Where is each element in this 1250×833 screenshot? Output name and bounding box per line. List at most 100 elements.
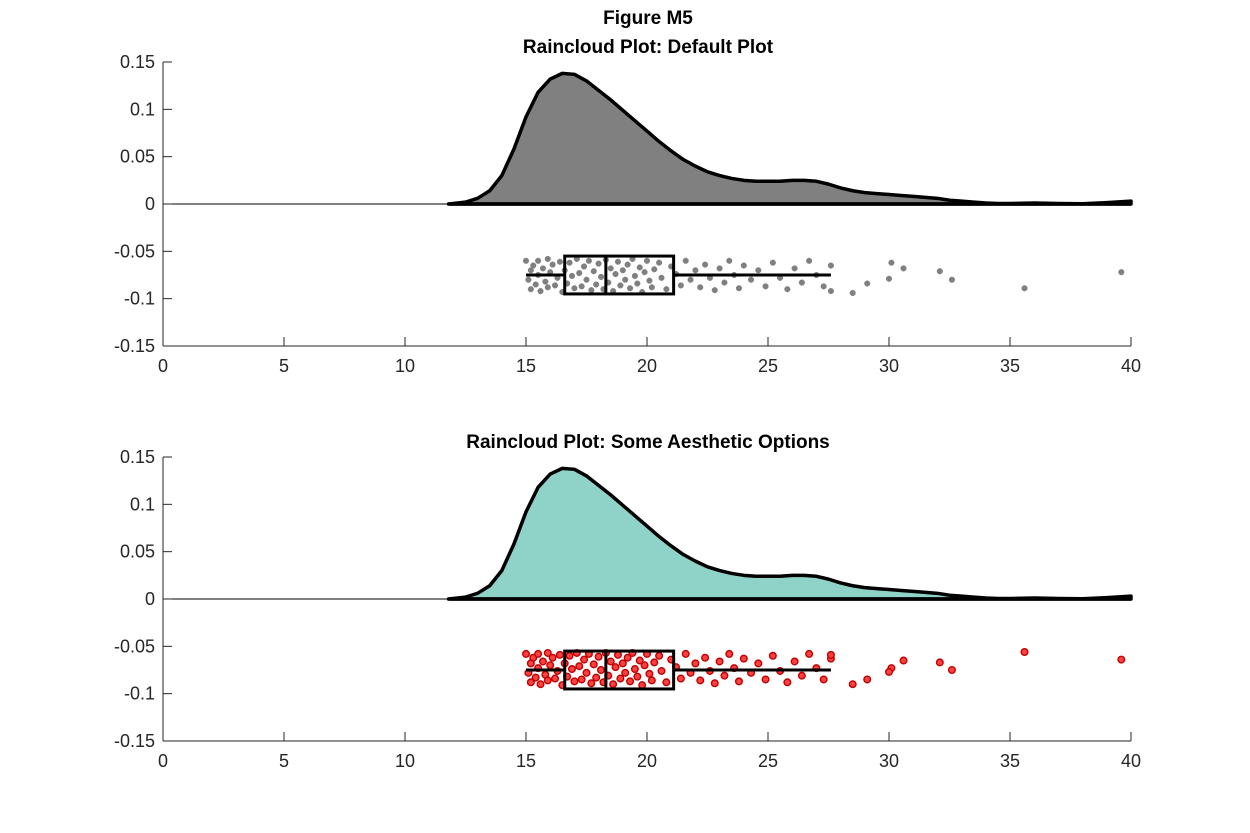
rain-point (544, 255, 551, 262)
rain-point (633, 672, 642, 681)
rain-point (715, 657, 724, 666)
box-iqr (563, 649, 676, 691)
rain-point (935, 658, 944, 667)
rain-point (1118, 269, 1125, 276)
rain-point (819, 675, 828, 684)
rain-point (618, 659, 627, 668)
y-tick-label: 0 (145, 194, 155, 214)
chart-1-title: Raincloud Plot: Default Plot (523, 37, 774, 58)
rain-point (735, 285, 743, 292)
rain-point (534, 649, 543, 658)
rain-point (635, 656, 644, 665)
rain-point (594, 652, 603, 661)
x-tick-label: 20 (637, 356, 657, 376)
rain-point (791, 265, 798, 272)
rain-point (739, 654, 748, 663)
rain-point (582, 668, 591, 677)
y-tick-label: 0.05 (120, 147, 155, 167)
rain-point (621, 668, 630, 677)
rain-point (597, 666, 606, 675)
rain-point (595, 260, 602, 267)
raincloud-chart-aesthetic: 0 5 10 15 20 25 30 35 40 0.15 0.1 0.05 0 -0.05 -0.1 -0.… (114, 447, 1141, 771)
rain-point (585, 257, 592, 264)
y-tick-label: -0.05 (114, 241, 155, 261)
rain-point (710, 679, 719, 688)
rain-point (798, 279, 805, 286)
rain-point (662, 678, 671, 687)
rain-point (827, 262, 834, 269)
y-tick-label: 0.15 (120, 447, 155, 467)
rain-point (576, 270, 583, 277)
x-tick-label: 30 (879, 751, 899, 771)
density-cloud (446, 71, 1133, 206)
x-tick-label: 35 (1000, 356, 1020, 376)
rain-point (616, 674, 625, 683)
density-cloud (446, 466, 1133, 601)
rain-point (646, 277, 653, 284)
rain-point (546, 661, 555, 670)
rain-point (754, 659, 763, 668)
rain-point (627, 285, 634, 292)
rain-point (590, 268, 597, 275)
rain-point (641, 269, 648, 276)
rain-point (701, 653, 710, 662)
rain-point (535, 257, 542, 264)
rain-point (645, 669, 654, 678)
rain-point (537, 288, 544, 295)
x-tick-label: 10 (395, 751, 415, 771)
rain-point (1021, 285, 1028, 292)
x-tick-label: 20 (637, 751, 657, 771)
rain-point (593, 281, 600, 288)
rain-point (542, 278, 549, 285)
rain-point (658, 274, 665, 281)
rain-point (849, 289, 856, 297)
rain-point (1117, 655, 1126, 664)
rain-point (565, 651, 574, 660)
rain-point (549, 261, 556, 268)
rain-point (784, 286, 791, 293)
rain-point (888, 259, 895, 266)
y-tick-label: 0.1 (130, 494, 155, 514)
rain-point (682, 257, 689, 264)
x-tick-label: 5 (279, 356, 289, 376)
rain-point (936, 268, 943, 275)
rain-point (769, 259, 776, 266)
rain-point (575, 662, 584, 671)
rain-point (606, 657, 615, 666)
rain-point (734, 677, 743, 686)
x-tick-label: 15 (516, 751, 536, 771)
rain-point (657, 666, 666, 675)
rain-point (725, 649, 734, 658)
y-tick-label: 0 (145, 589, 155, 609)
rain-point (622, 276, 629, 283)
rain-point (900, 265, 907, 272)
rain-point (691, 659, 700, 668)
rain-point (543, 676, 552, 685)
rain-point (612, 271, 619, 278)
rain-point (583, 276, 590, 283)
x-tick-label: 0 (158, 356, 168, 376)
rain-point (643, 257, 651, 264)
chart-2-title: Raincloud Plot: Some Aesthetic Options (466, 432, 830, 453)
rain-point (588, 287, 595, 294)
rain-point (522, 257, 530, 264)
rain-point (899, 656, 908, 665)
rain-point (636, 264, 643, 271)
rain-point (687, 276, 694, 283)
rain-point (663, 286, 670, 293)
rain-point (544, 284, 551, 291)
rain-point (624, 261, 631, 268)
rain-point (650, 658, 659, 667)
rain-point (761, 675, 770, 684)
rain-point (676, 674, 685, 683)
rain-point (543, 648, 552, 657)
rain-point (726, 257, 733, 264)
rain-point (655, 651, 664, 660)
rain-point (607, 265, 614, 272)
rain-point (721, 279, 728, 286)
rain-point (948, 276, 955, 283)
rain-point (848, 680, 857, 689)
rain-point (692, 267, 699, 274)
rain-point (597, 273, 605, 280)
